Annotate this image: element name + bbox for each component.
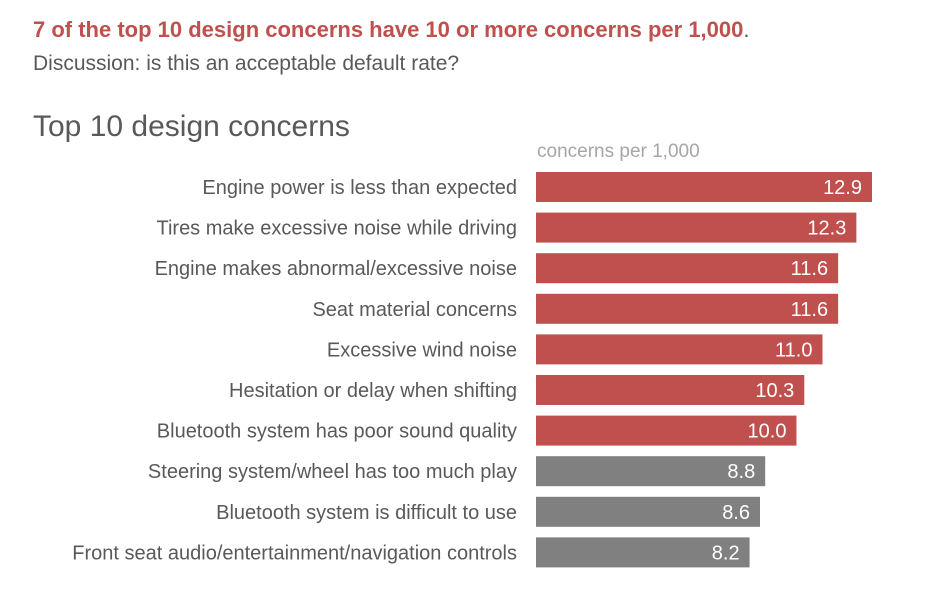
headline-period: . <box>743 17 750 42</box>
bar-2 <box>536 212 857 243</box>
value-label-9: 8.6 <box>722 502 750 524</box>
value-label-2: 12.3 <box>807 218 846 240</box>
unit-label: concerns per 1,000 <box>537 141 700 162</box>
value-label-1: 12.9 <box>823 177 862 199</box>
value-label-10: 8.2 <box>712 542 740 564</box>
chart-title: Top 10 design concerns <box>33 110 350 143</box>
bar-10 <box>536 537 750 568</box>
category-label-2: Tires make excessive noise while driving <box>156 218 517 240</box>
value-label-4: 11.6 <box>791 299 828 321</box>
category-label-9: Bluetooth system is difficult to use <box>216 502 517 524</box>
bar-5 <box>536 334 823 365</box>
subhead: Discussion: is this an acceptable defaul… <box>33 52 460 75</box>
bar-3 <box>536 253 839 284</box>
bar-1 <box>536 172 872 202</box>
bars-group: Engine power is less than expected 12.9 Ti… <box>72 172 872 568</box>
headline-main: 7 of the top 10 design concerns have 10 … <box>33 17 744 42</box>
category-label-6: Hesitation or delay when shifting <box>229 380 517 402</box>
value-label-5: 11.0 <box>775 339 812 361</box>
bar-4 <box>536 293 839 324</box>
headline: 7 of the top 10 design concerns have 10 … <box>33 16 750 44</box>
value-label-7: 10.0 <box>748 421 787 443</box>
value-label-8: 8.8 <box>727 461 755 483</box>
value-label-3: 11.6 <box>791 258 828 280</box>
category-label-5: Excessive wind noise <box>327 339 517 361</box>
value-label-6: 10.3 <box>755 380 794 402</box>
category-label-3: Engine makes abnormal/excessive noise <box>155 258 517 280</box>
category-label-8: Steering system/wheel has too much play <box>148 461 517 483</box>
category-label-4: Seat material concerns <box>312 299 517 321</box>
category-label-10: Front seat audio/entertainment/navigatio… <box>72 542 517 564</box>
category-label-7: Bluetooth system has poor sound quality <box>157 421 517 443</box>
bar-7 <box>536 415 797 446</box>
bar-8 <box>536 456 766 487</box>
bar-9 <box>536 496 760 527</box>
category-label-1: Engine power is less than expected <box>202 177 517 199</box>
bar-6 <box>536 375 805 405</box>
